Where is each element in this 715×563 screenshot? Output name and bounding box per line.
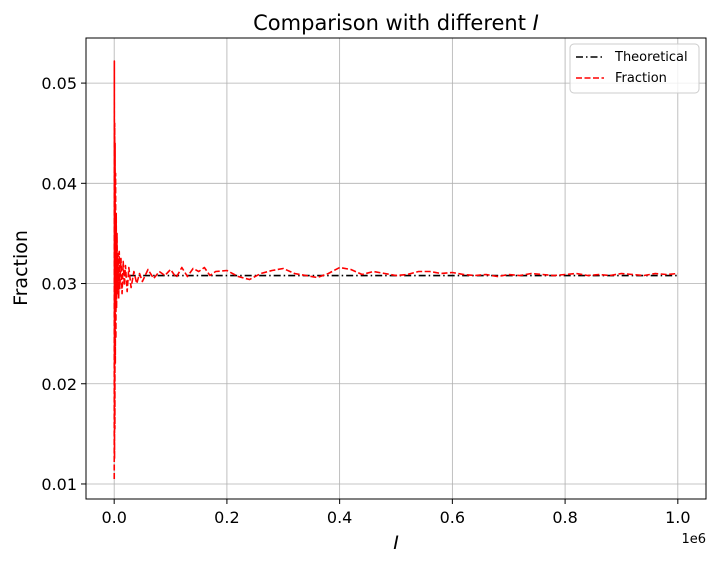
legend-label-theoretical: Theoretical — [614, 50, 688, 65]
x-tick-label: 0.0 — [101, 508, 126, 527]
x-tick-label: 0.4 — [327, 508, 352, 527]
legend-box — [569, 43, 700, 94]
chart-title: Comparison with different I — [253, 11, 539, 35]
x-tick-label: 0.8 — [552, 508, 577, 527]
plot-frame — [85, 37, 707, 500]
x-axis-ticks: 0.0 0.2 0.4 0.6 0.8 1.0 — [101, 499, 691, 527]
grid-lines — [86, 38, 706, 499]
series-layer — [113, 60, 678, 479]
y-tick-label: 0.05 — [41, 74, 77, 93]
legend: Theoretical Fraction — [569, 43, 700, 94]
legend-label-fraction: Fraction — [615, 71, 667, 86]
x-axis-label: I — [393, 532, 399, 554]
series-line-fraction — [113, 60, 678, 479]
y-tick-label: 0.01 — [41, 475, 77, 494]
x-tick-label: 0.6 — [440, 508, 465, 527]
chart-title-variable: I — [533, 11, 539, 35]
y-axis-label: Fraction — [10, 230, 32, 306]
x-axis-offset-label: 1e6 — [681, 532, 706, 547]
chart-title-prefix: Comparison with different — [253, 11, 533, 35]
y-tick-label: 0.04 — [41, 174, 77, 193]
y-axis-ticks: 0.01 0.02 0.03 0.04 0.05 — [41, 74, 86, 494]
x-tick-label: 0.2 — [214, 508, 239, 527]
y-tick-label: 0.03 — [41, 275, 77, 294]
x-tick-label: 1.0 — [665, 508, 690, 527]
y-tick-label: 0.02 — [41, 375, 77, 394]
